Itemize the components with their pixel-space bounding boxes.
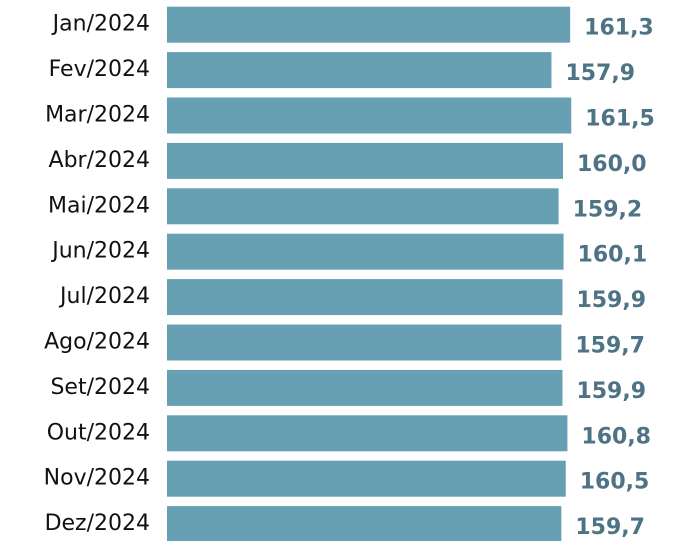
value-label: 160,0 <box>577 152 647 177</box>
bar <box>167 6 571 43</box>
value-label: 157,9 <box>565 61 635 86</box>
bar <box>167 460 566 497</box>
value-label: 161,3 <box>584 16 654 41</box>
bar <box>167 142 563 179</box>
value-label: 159,2 <box>573 197 643 222</box>
value-label: 160,5 <box>580 470 650 495</box>
value-label: 159,7 <box>575 334 645 359</box>
bar <box>167 506 562 541</box>
bar <box>167 279 563 316</box>
value-label: 160,1 <box>578 243 648 268</box>
bar <box>167 233 564 270</box>
value-label: 159,7 <box>575 515 645 540</box>
category-label: Jan/2024 <box>51 12 150 37</box>
category-label: Jun/2024 <box>50 239 150 264</box>
category-label: Ago/2024 <box>44 330 150 355</box>
value-label: 160,8 <box>581 424 651 449</box>
value-label: 159,9 <box>576 288 646 313</box>
bar <box>167 415 568 452</box>
value-label: 161,5 <box>585 107 655 132</box>
bar <box>167 52 552 89</box>
category-label: Fev/2024 <box>49 57 150 82</box>
bar <box>167 369 563 406</box>
bar <box>167 188 559 225</box>
category-label: Dez/2024 <box>45 511 150 536</box>
bar <box>167 324 562 361</box>
category-label: Mai/2024 <box>48 193 150 218</box>
value-label: 159,9 <box>576 379 646 404</box>
category-label: Mar/2024 <box>45 103 150 128</box>
category-label: Set/2024 <box>50 375 150 400</box>
category-label: Abr/2024 <box>49 148 150 173</box>
category-label: Nov/2024 <box>44 466 150 491</box>
category-label: Out/2024 <box>47 420 150 445</box>
bar <box>167 97 572 134</box>
category-label: Jul/2024 <box>58 284 150 309</box>
